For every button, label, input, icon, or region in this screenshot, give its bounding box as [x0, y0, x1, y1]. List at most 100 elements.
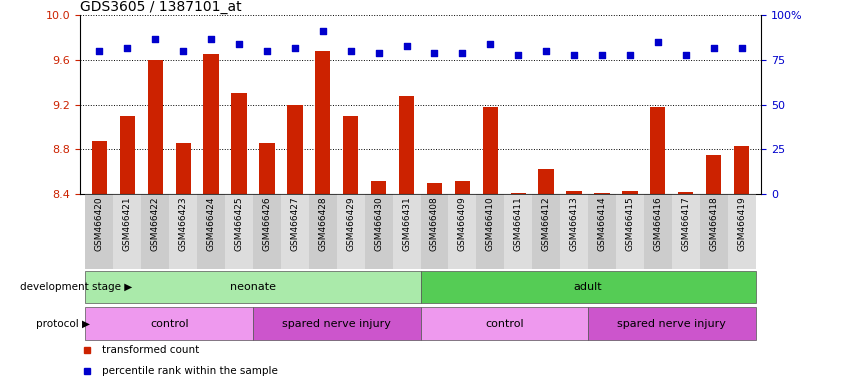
Bar	[253, 307, 420, 340]
Bar	[420, 307, 588, 340]
Bar	[204, 55, 219, 194]
Point	[511, 51, 525, 58]
Bar	[426, 183, 442, 194]
Bar	[727, 194, 755, 269]
Bar	[706, 155, 722, 194]
Bar	[678, 192, 693, 194]
Point	[595, 51, 609, 58]
Bar	[169, 194, 197, 269]
Bar	[336, 194, 365, 269]
Text: adult: adult	[574, 282, 602, 292]
Point	[93, 48, 106, 54]
Text: GSM466413: GSM466413	[569, 196, 579, 251]
Text: GSM466417: GSM466417	[681, 196, 690, 251]
Bar	[141, 194, 169, 269]
Point	[623, 51, 637, 58]
Bar	[259, 142, 275, 194]
Text: GSM466412: GSM466412	[542, 196, 551, 251]
Text: GSM466410: GSM466410	[486, 196, 495, 251]
Bar	[616, 194, 644, 269]
Text: development stage ▶: development stage ▶	[20, 282, 132, 292]
Text: GSM466423: GSM466423	[178, 196, 188, 251]
Point	[707, 45, 721, 51]
Point	[204, 35, 218, 41]
Bar	[538, 169, 554, 194]
Bar	[315, 51, 331, 194]
Bar	[650, 107, 665, 194]
Point	[316, 28, 330, 35]
Bar	[365, 194, 393, 269]
Point	[120, 45, 134, 51]
Bar	[231, 93, 246, 194]
Text: GSM466426: GSM466426	[262, 196, 272, 251]
Bar	[505, 194, 532, 269]
Bar	[92, 141, 107, 194]
Point	[149, 35, 162, 41]
Text: GSM466422: GSM466422	[151, 196, 160, 251]
Bar	[197, 194, 225, 269]
Point	[177, 48, 190, 54]
Bar	[644, 194, 672, 269]
Bar	[595, 193, 610, 194]
Text: GSM466430: GSM466430	[374, 196, 383, 251]
Point	[679, 51, 692, 58]
Bar	[148, 60, 163, 194]
Point	[372, 50, 385, 56]
Bar	[532, 194, 560, 269]
Bar	[455, 180, 470, 194]
Bar	[281, 194, 309, 269]
Text: GSM466409: GSM466409	[458, 196, 467, 251]
Bar	[510, 193, 526, 194]
Text: neonate: neonate	[230, 282, 276, 292]
Text: GDS3605 / 1387101_at: GDS3605 / 1387101_at	[80, 0, 241, 14]
Bar	[86, 271, 420, 303]
Bar	[476, 194, 505, 269]
Point	[568, 51, 581, 58]
Bar	[119, 116, 135, 194]
Point	[456, 50, 469, 56]
Bar	[700, 194, 727, 269]
Point	[735, 45, 748, 51]
Bar	[86, 307, 253, 340]
Text: GSM466416: GSM466416	[653, 196, 663, 251]
Bar	[588, 307, 755, 340]
Point	[260, 48, 273, 54]
Bar	[420, 271, 755, 303]
Text: spared nerve injury: spared nerve injury	[283, 318, 391, 329]
Point	[484, 41, 497, 47]
Bar	[287, 104, 303, 194]
Bar	[560, 194, 588, 269]
Bar	[86, 194, 114, 269]
Text: control: control	[485, 318, 524, 329]
Bar	[393, 194, 420, 269]
Bar	[448, 194, 476, 269]
Point	[539, 48, 553, 54]
Text: GSM466424: GSM466424	[207, 196, 215, 251]
Bar	[588, 194, 616, 269]
Text: GSM466415: GSM466415	[626, 196, 634, 251]
Bar	[483, 107, 498, 194]
Text: GSM466419: GSM466419	[737, 196, 746, 251]
Point	[232, 41, 246, 47]
Point	[344, 48, 357, 54]
Text: GSM466408: GSM466408	[430, 196, 439, 251]
Bar	[176, 142, 191, 194]
Bar	[734, 146, 749, 194]
Text: protocol ▶: protocol ▶	[35, 318, 90, 329]
Text: GSM466429: GSM466429	[346, 196, 355, 251]
Bar	[622, 190, 637, 194]
Point	[428, 50, 442, 56]
Text: transformed count: transformed count	[102, 345, 199, 355]
Bar	[566, 190, 582, 194]
Text: GSM466425: GSM466425	[235, 196, 244, 251]
Text: spared nerve injury: spared nerve injury	[617, 318, 726, 329]
Point	[651, 39, 664, 45]
Point	[288, 45, 302, 51]
Bar	[225, 194, 253, 269]
Text: percentile rank within the sample: percentile rank within the sample	[102, 366, 278, 376]
Text: GSM466431: GSM466431	[402, 196, 411, 251]
Text: GSM466427: GSM466427	[290, 196, 299, 251]
Bar	[343, 116, 358, 194]
Text: GSM466420: GSM466420	[95, 196, 104, 251]
Text: GSM466428: GSM466428	[318, 196, 327, 251]
